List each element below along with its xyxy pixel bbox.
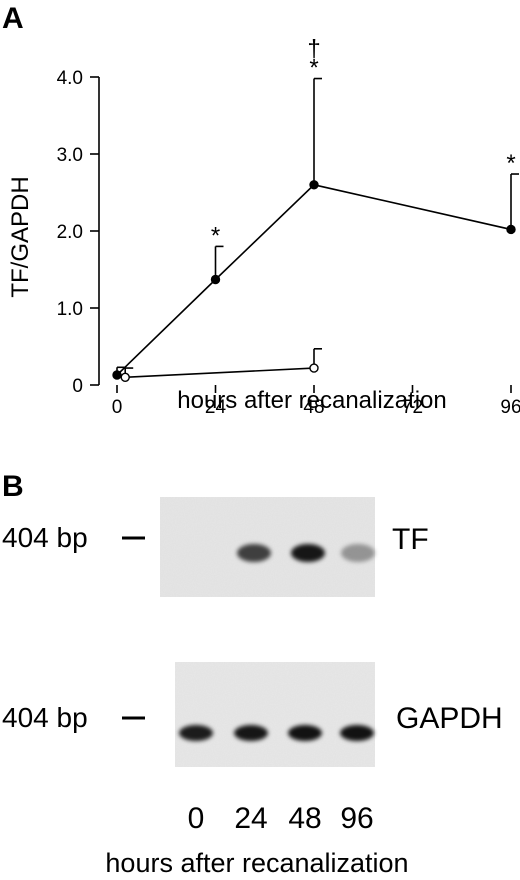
gel-lane-labels: 0 24 48 96 — [188, 802, 374, 835]
panel-b-label: B — [2, 470, 24, 503]
line-chart: 01.02.03.04.0 0 24 48 72 96 **†* — [57, 36, 520, 418]
lane-label: 24 — [234, 802, 267, 835]
data-point — [210, 274, 221, 285]
x-tick-label: 72 — [402, 397, 423, 418]
gel-bottom-noise — [175, 662, 375, 767]
size-marker-top-label: 404 bp — [2, 522, 88, 553]
series-layer: **†* — [112, 36, 519, 382]
gel-band — [234, 725, 268, 741]
gel-top-bands — [237, 544, 375, 562]
gel-band — [237, 544, 271, 562]
panel-a-label: A — [2, 2, 24, 35]
size-marker-bottom-label: 404 bp — [2, 702, 88, 733]
data-point — [120, 372, 130, 382]
x-axis-title: hours after recanalization — [177, 387, 446, 414]
gel-top-noise — [160, 497, 375, 597]
gel-band — [179, 725, 213, 741]
data-point — [309, 363, 319, 373]
x-tick-label: 48 — [303, 397, 324, 418]
asterisk-annotation: * — [211, 222, 220, 249]
y-axis-title: TF/GAPDH — [7, 176, 34, 297]
y-tick-label: 0 — [72, 376, 83, 397]
series-line — [116, 183, 512, 376]
x-tick-label: 24 — [205, 397, 227, 418]
y-tick-label: 4.0 — [57, 68, 83, 89]
data-point — [309, 180, 319, 190]
data-point — [506, 224, 516, 235]
gel-band — [288, 725, 322, 741]
gel-top — [160, 497, 375, 597]
gene-label-tf: TF — [392, 523, 429, 556]
y-tick-label: 1.0 — [57, 299, 83, 320]
gel-bottom — [175, 662, 375, 767]
gene-label-gapdh: GAPDH — [396, 702, 503, 735]
gel-bottom-bands — [179, 725, 374, 741]
lane-label: 96 — [340, 802, 373, 835]
gel-band — [291, 544, 325, 562]
gel-band — [341, 544, 375, 562]
y-ticks: 0 1.0 2.0 3.0 4.0 — [57, 68, 99, 397]
series-2 — [120, 348, 322, 382]
x-ticks: 0 24 48 72 96 — [112, 385, 520, 418]
asterisk-annotation: * — [309, 55, 318, 82]
lane-label: 48 — [288, 802, 321, 835]
gel-band — [340, 725, 374, 741]
x-tick-label: 96 — [500, 397, 520, 418]
series-1: **†* — [112, 36, 519, 380]
y-tick-label: 3.0 — [57, 145, 83, 166]
lane-label: 0 — [188, 802, 205, 835]
asterisk-annotation: * — [506, 150, 515, 177]
series-line — [125, 367, 315, 379]
x-tick-label: 0 — [112, 397, 123, 418]
y-tick-label: 2.0 — [57, 222, 83, 243]
gel-x-axis-title: hours after recanalization — [105, 848, 408, 878]
dagger-annotation: † — [307, 36, 320, 63]
data-point — [112, 370, 122, 380]
